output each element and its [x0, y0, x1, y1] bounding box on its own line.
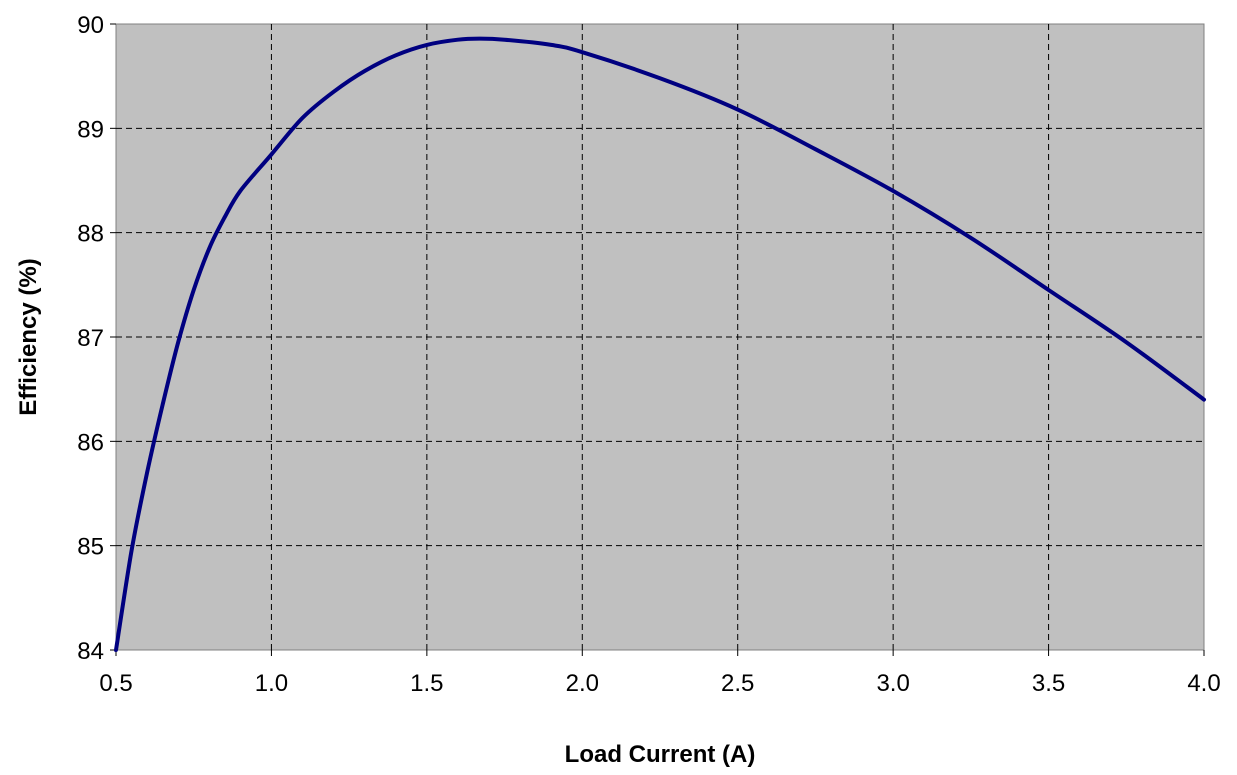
y-axis-title: Efficiency (%): [15, 258, 42, 415]
y-tick-label: 89: [77, 116, 104, 143]
y-tick-labels: 84 85 86 87 88 89 90: [77, 12, 104, 665]
grid-lines: [110, 23, 1205, 656]
x-tick-label: 1.5: [410, 670, 443, 697]
y-tick-label: 88: [77, 221, 104, 248]
x-tick-label: 3.5: [1032, 670, 1065, 697]
x-tick-label: 0.5: [99, 670, 132, 697]
x-tick-label: 4.0: [1187, 670, 1220, 697]
y-tick-label: 86: [77, 429, 104, 456]
x-tick-label: 2.0: [566, 670, 599, 697]
y-tick-label: 87: [77, 325, 104, 352]
x-tick-label: 3.0: [876, 670, 909, 697]
x-tick-label: 1.0: [255, 670, 288, 697]
series-line: [114, 36, 1206, 652]
y-tick-label: 84: [77, 638, 104, 665]
y-tick-label: 90: [77, 12, 104, 39]
y-tick-label: 85: [77, 534, 104, 561]
x-axis-title: Load Current (A): [565, 741, 756, 768]
x-tick-labels: 0.5 1.0 1.5 2.0 2.5 3.0 3.5 4.0: [99, 670, 1220, 697]
x-tick-label: 2.5: [721, 670, 754, 697]
